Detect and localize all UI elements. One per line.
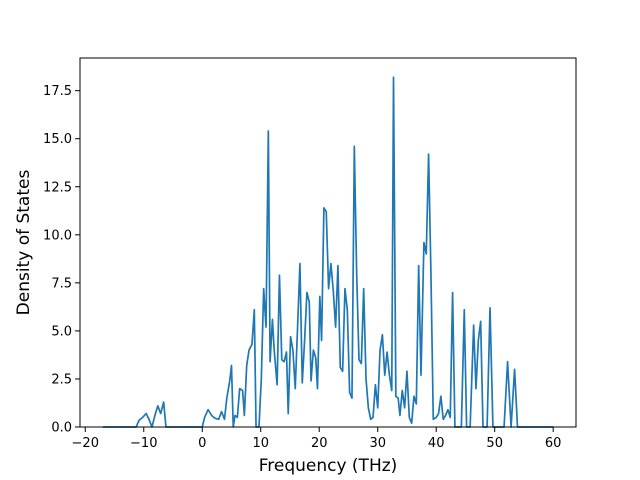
x-axis-ticks: −20 −10 0 10 20 30 40 50 60 <box>72 427 562 451</box>
x-tick-label: −20 <box>72 436 99 451</box>
x-tick-label: 40 <box>428 436 445 451</box>
y-axis-label: Density of States <box>14 170 34 316</box>
y-tick-label: 7.5 <box>51 276 72 291</box>
x-tick-label: 30 <box>369 436 386 451</box>
x-tick-label: −10 <box>130 436 157 451</box>
y-tick-label: 17.5 <box>43 84 72 99</box>
x-tick-label: 50 <box>486 436 503 451</box>
x-tick-label: 0 <box>198 436 206 451</box>
x-tick-label: 10 <box>252 436 269 451</box>
y-tick-label: 10.0 <box>43 228 72 243</box>
x-axis-label: Frequency (THz) <box>259 456 398 476</box>
x-tick-label: 20 <box>311 436 328 451</box>
y-tick-label: 5.0 <box>51 324 72 339</box>
x-tick-label: 60 <box>545 436 562 451</box>
axes-frame <box>79 57 577 428</box>
y-tick-label: 12.5 <box>43 180 72 195</box>
y-tick-label: 2.5 <box>51 372 72 387</box>
y-axis-ticks: 0.0 2.5 5.0 7.5 10.0 12.5 15.0 17.5 <box>43 84 80 436</box>
y-tick-label: 0.0 <box>51 421 72 436</box>
y-tick-label: 15.0 <box>43 132 72 147</box>
